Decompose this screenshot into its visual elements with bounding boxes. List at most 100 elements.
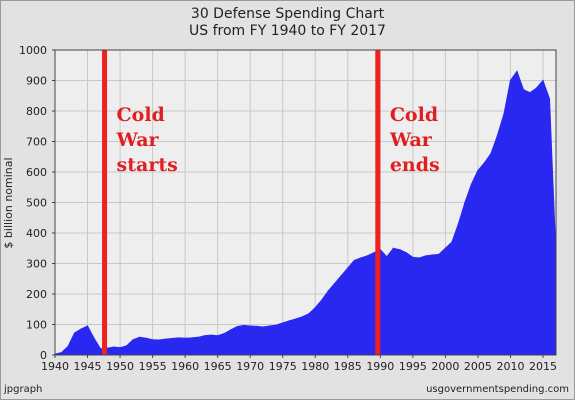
y-tick-label: 1000 <box>19 44 47 57</box>
data-point <box>184 337 186 339</box>
chart-title: 30 Defense Spending Chart <box>190 6 385 22</box>
data-point <box>301 316 303 318</box>
data-point <box>308 313 310 315</box>
data-point <box>483 162 486 164</box>
data-point <box>522 89 525 91</box>
y-tick-label: 200 <box>26 288 47 301</box>
data-point <box>347 267 349 269</box>
data-point <box>334 282 336 284</box>
data-point <box>210 334 212 336</box>
data-point <box>132 339 134 341</box>
annotation-label: starts <box>117 154 178 176</box>
footer-credit-right: usgovernmentspending.com <box>426 384 569 395</box>
data-point <box>223 333 225 335</box>
data-point <box>321 299 323 301</box>
y-tick-label: 700 <box>26 136 47 149</box>
x-tick-label: 1990 <box>366 360 394 373</box>
data-point <box>86 325 89 327</box>
y-tick-label: 800 <box>26 105 47 118</box>
x-tick-label: 1960 <box>171 360 199 373</box>
data-point <box>191 337 193 339</box>
y-tick-label: 600 <box>26 166 47 179</box>
data-point <box>119 347 121 349</box>
y-tick-label: 900 <box>26 75 47 88</box>
x-tick-label: 1980 <box>301 360 329 373</box>
data-point <box>548 98 551 100</box>
annotation-label: Cold <box>117 104 165 126</box>
data-point <box>243 324 245 327</box>
data-point <box>67 345 69 348</box>
y-tick-label: 300 <box>26 258 47 271</box>
data-point <box>230 329 232 331</box>
y-tick-label: 400 <box>26 227 47 240</box>
data-point <box>60 351 63 354</box>
data-point <box>138 336 141 338</box>
data-point <box>236 326 238 328</box>
data-point <box>392 247 394 249</box>
data-point <box>418 257 420 259</box>
data-point <box>314 307 316 309</box>
x-tick-label: 1940 <box>41 360 69 373</box>
data-point <box>516 70 518 72</box>
data-point <box>80 328 82 330</box>
x-tick-label: 1995 <box>399 360 427 373</box>
data-point <box>158 339 160 341</box>
data-point <box>399 249 401 251</box>
data-point <box>217 335 219 337</box>
data-point <box>204 335 206 337</box>
data-point <box>275 324 277 326</box>
data-point <box>249 325 251 327</box>
data-point <box>490 153 492 155</box>
data-point <box>125 345 128 347</box>
x-tick-label: 2015 <box>529 360 557 373</box>
data-point <box>529 92 531 94</box>
x-tick-label: 2000 <box>431 360 459 373</box>
data-point <box>464 201 466 204</box>
data-point <box>412 256 414 258</box>
data-point <box>151 339 154 341</box>
data-point <box>373 252 375 254</box>
data-point <box>386 256 388 258</box>
annotation-label: Cold <box>390 104 438 126</box>
data-point <box>457 223 460 225</box>
chart-subtitle: US from FY 1940 to FY 2017 <box>189 23 386 39</box>
data-point <box>93 337 95 339</box>
data-point <box>256 325 258 327</box>
data-point <box>353 259 355 262</box>
data-point <box>99 348 102 350</box>
data-point <box>470 183 473 185</box>
data-point <box>197 336 199 338</box>
data-point <box>340 275 342 277</box>
data-point <box>288 320 290 322</box>
data-point <box>503 113 505 115</box>
data-point <box>366 255 368 257</box>
x-tick-label: 1985 <box>334 360 362 373</box>
data-point <box>405 252 407 254</box>
annotation-label: War <box>116 129 160 151</box>
data-point <box>112 346 115 348</box>
data-point <box>535 87 538 89</box>
data-point <box>425 255 427 257</box>
data-point <box>444 247 446 249</box>
data-point <box>477 169 479 172</box>
data-point <box>165 338 167 340</box>
x-tick-label: 2010 <box>496 360 524 373</box>
y-tick-label: 100 <box>26 319 47 332</box>
data-point <box>269 325 271 327</box>
data-point <box>451 241 453 243</box>
data-point <box>73 332 76 334</box>
data-point <box>145 337 147 339</box>
annotation-label: ends <box>390 154 440 176</box>
x-tick-label: 1975 <box>269 360 297 373</box>
data-point <box>438 253 440 255</box>
x-tick-label: 1950 <box>106 360 134 373</box>
x-tick-label: 1965 <box>204 360 232 373</box>
data-point <box>178 337 180 339</box>
y-tick-label: 0 <box>40 349 47 362</box>
x-tick-label: 1970 <box>236 360 264 373</box>
data-point <box>262 326 264 328</box>
annotation-label: War <box>389 129 433 151</box>
footer-credit-left: jpgraph <box>4 384 43 395</box>
data-point <box>496 134 499 136</box>
